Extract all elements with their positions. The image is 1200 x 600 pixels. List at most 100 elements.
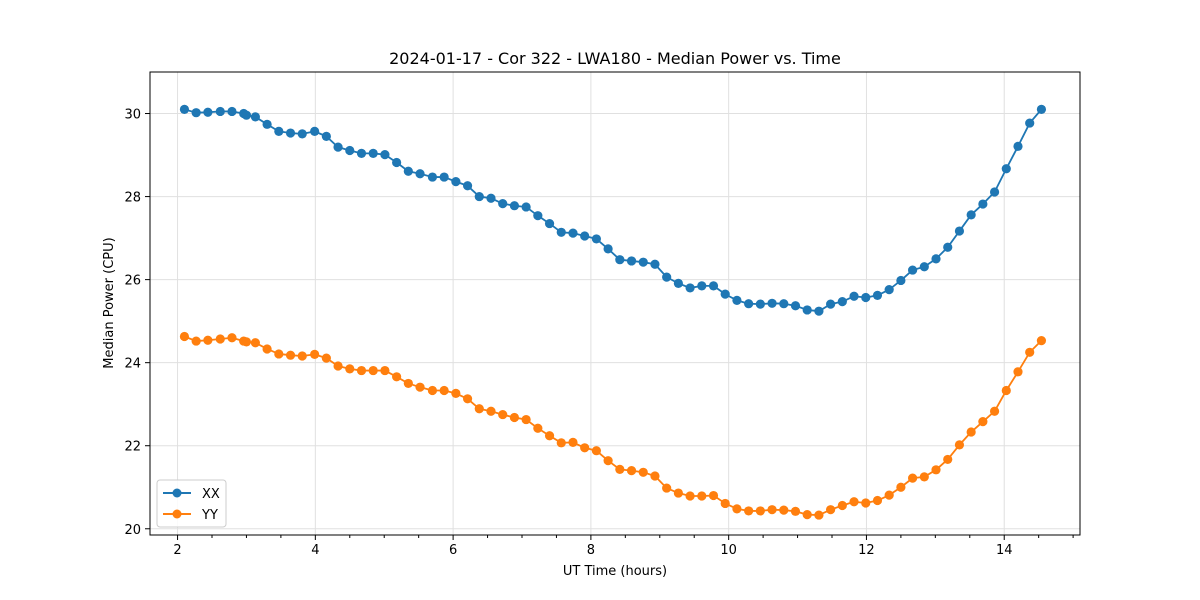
series-yy-point <box>1036 336 1047 346</box>
series-yy-point <box>954 440 965 450</box>
series-yy-point <box>498 409 508 420</box>
series-xx-point <box>708 281 719 291</box>
series-xx-point <box>215 106 225 117</box>
series-yy-point <box>896 482 906 492</box>
y-tick-label: 28 <box>124 191 141 206</box>
series-xx-point <box>345 145 355 156</box>
series-xx-point <box>662 272 672 282</box>
series-yy-point <box>685 491 695 501</box>
series-yy-point <box>615 464 625 474</box>
series-yy-point <box>474 404 484 414</box>
series-xx-point <box>884 284 894 295</box>
series-yy-point <box>333 361 343 371</box>
series-xx-point <box>380 150 390 160</box>
x-tick-label: 8 <box>587 543 595 558</box>
series-yy-point <box>837 500 847 511</box>
x-axis-label: UT Time (hours) <box>563 564 667 579</box>
series-xx-point <box>1013 141 1023 151</box>
series-xx-point <box>250 112 260 122</box>
series-yy-point <box>274 349 284 359</box>
y-tick-label: 22 <box>124 440 141 455</box>
series-xx-point <box>1025 118 1035 128</box>
series-yy-point <box>345 364 355 374</box>
series-yy-point <box>1025 347 1035 357</box>
series-yy-point <box>227 333 237 343</box>
series-yy-point <box>533 423 543 433</box>
series-yy-point <box>321 353 331 363</box>
legend: XX YY <box>156 479 227 528</box>
plot-frame <box>149 71 1081 536</box>
series-yy-point <box>966 427 976 437</box>
series-xx-point <box>779 299 789 309</box>
x-tick-label: 14 <box>996 543 1013 558</box>
legend-yy-label: YY <box>201 508 218 523</box>
series-xx-point <box>368 148 378 158</box>
chart-title: 2024-01-17 - Cor 322 - LWA180 - Median P… <box>389 49 841 68</box>
series-yy-point <box>262 344 272 354</box>
series-yy-point <box>662 483 672 493</box>
series-xx-point <box>486 193 496 203</box>
series-yy-point <box>872 495 883 506</box>
x-tick-label: 2 <box>173 543 181 558</box>
series-xx-point <box>638 257 648 267</box>
series-xx-point <box>755 299 765 309</box>
series-xx-point <box>297 129 307 139</box>
series-xx-point <box>826 299 836 309</box>
legend-yy-marker <box>172 509 182 519</box>
series-yy-point <box>179 331 190 342</box>
series-xx-point <box>989 187 1000 197</box>
series-yy-point <box>650 471 660 481</box>
series-xx-point <box>861 292 871 303</box>
series-xx-point <box>790 301 801 311</box>
series-yy-point <box>744 506 754 516</box>
series-xx-point <box>498 199 508 209</box>
x-tick-label: 12 <box>858 543 875 558</box>
series-xx-point <box>954 226 965 236</box>
series-xx-point <box>872 290 883 300</box>
series-yy-point <box>356 365 367 376</box>
y-axis-label: Median Power (CPU) <box>102 237 117 368</box>
series-yy-point <box>427 385 438 396</box>
series-yy-point <box>931 465 941 475</box>
series-yy-point <box>415 382 425 392</box>
series-xx-point <box>814 306 824 316</box>
series-yy-point <box>814 510 824 520</box>
series-yy-point <box>215 334 225 344</box>
series-xx-point <box>685 283 695 293</box>
series-yy-point <box>521 414 531 425</box>
series-yy-point <box>626 466 637 476</box>
series-yy-point <box>908 473 918 483</box>
series-xx-point <box>285 128 296 138</box>
series-xx-point <box>849 291 859 301</box>
series-xx-point <box>203 107 213 117</box>
series-xx-point <box>673 278 683 288</box>
series-xx-point <box>403 166 413 176</box>
series-xx-point <box>1036 104 1047 114</box>
series-yy-point <box>368 365 378 376</box>
y-tick-label: 24 <box>124 357 141 372</box>
series-yy-point <box>462 394 473 404</box>
x-tick-label: 10 <box>720 543 737 558</box>
series-yy-point <box>403 378 413 389</box>
series-xx-point <box>580 231 590 241</box>
series-yy-point <box>380 365 390 376</box>
series-xx-point <box>697 281 707 291</box>
series-xx-point <box>321 131 331 141</box>
series-xx-point <box>556 227 566 237</box>
series-xx-point <box>310 126 320 136</box>
series-yy-point <box>861 498 871 508</box>
series-yy-point <box>919 472 929 482</box>
x-tick-label: 4 <box>311 543 319 558</box>
series-yy-point <box>509 412 520 423</box>
series-yy-point <box>989 406 1000 416</box>
series-xx-point <box>262 119 272 129</box>
series-yy-point <box>790 506 801 516</box>
y-axis-ticks: 20 22 24 26 28 30 <box>124 108 150 538</box>
series-xx-point <box>744 299 754 309</box>
series-yy-point <box>767 505 777 515</box>
series-yy-point <box>720 498 730 509</box>
series-xx-point <box>462 181 473 191</box>
series-yy-point <box>451 388 461 398</box>
series-yy-point <box>285 350 296 360</box>
series-xx-point <box>615 255 625 265</box>
